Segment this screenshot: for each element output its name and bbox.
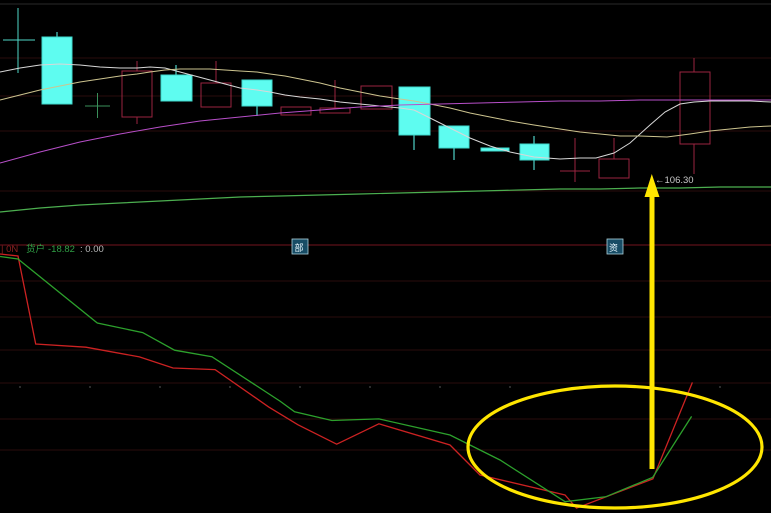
svg-text:货户: 货户 — [26, 243, 45, 255]
svg-text:部: 部 — [295, 242, 304, 253]
svg-text:: 0.00: : 0.00 — [80, 244, 104, 255]
svg-text:| 0N: | 0N — [1, 244, 18, 255]
svg-text:资: 资 — [609, 243, 618, 253]
svg-text:-18.82: -18.82 — [48, 244, 75, 255]
svg-text:←106.30: ←106.30 — [655, 175, 694, 186]
